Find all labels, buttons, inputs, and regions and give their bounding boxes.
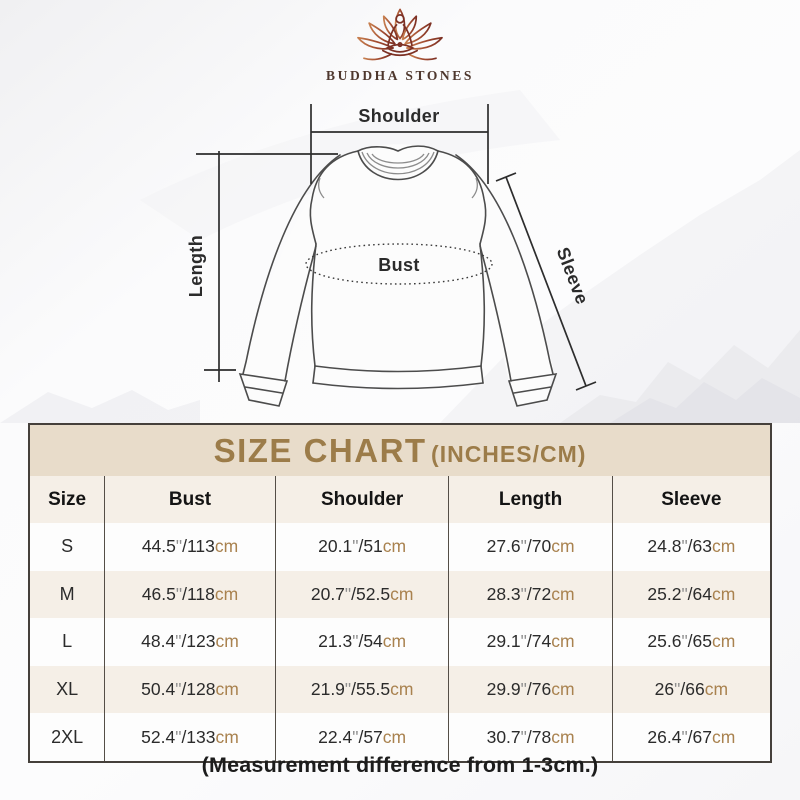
table-row: M 46.5"/118cm 20.7"/52.5cm 28.3"/72cm 25.2"/… (29, 570, 771, 619)
measurement-cell: 21.3"/54cm (274, 618, 449, 666)
size-cell: S (61, 536, 74, 557)
sweater-body-fill (244, 144, 553, 406)
table-row: L 48.4"/123cm 21.3"/54cm 29.1"/74cm 25.6"/65… (29, 618, 771, 666)
size-chart: SIZE CHART (INCHES/CM) Size Bust Shoulde… (28, 423, 772, 763)
table-header-row: Size Bust Shoulder Length Sleeve (29, 476, 771, 523)
size-cell: 2XL (51, 726, 84, 747)
measurement-cell: 48.4"/123cm (104, 618, 276, 666)
column-header-shoulder: Shoulder (274, 476, 449, 523)
size-cell: L (62, 631, 73, 652)
measurement-cell: 25.6"/65cm (611, 618, 771, 666)
table-row: S 44.5"/113cm 20.1"/51cm 27.6"/70cm 24.8"/63… (29, 523, 771, 571)
column-header-length: Length (448, 476, 613, 523)
length-label: Length (186, 235, 206, 297)
table-row: 2XL 52.4"/133cm 22.4"/57cm 30.7"/78cm 26.4"/… (29, 713, 771, 762)
measurement-cell: 26"/66cm (611, 665, 771, 714)
measurement-cell: 29.9"/76cm (448, 665, 613, 714)
size-chart-title-row: SIZE CHART (INCHES/CM) (29, 424, 771, 476)
column-header-sleeve: Sleeve (611, 476, 771, 523)
measurement-cell: 20.7"/52.5cm (274, 570, 449, 619)
shoulder-label: Shoulder (358, 106, 439, 126)
measurement-cell: 29.1"/74cm (448, 618, 613, 666)
measurement-cell: 46.5"/118cm (104, 570, 276, 619)
measurement-cell: 22.4"/57cm (274, 713, 449, 762)
sleeve-label: Sleeve (553, 245, 593, 308)
measurement-cell: 28.3"/72cm (448, 570, 613, 619)
measurement-cell: 52.4"/133cm (104, 713, 276, 762)
measurement-cell: 25.2"/64cm (611, 570, 771, 619)
column-header-size: Size (29, 476, 105, 523)
measurement-cell: 44.5"/113cm (104, 523, 276, 571)
measurement-cell: 24.8"/63cm (611, 523, 771, 571)
measurement-cell: 21.9"/55.5cm (274, 665, 449, 714)
measurement-cell: 27.6"/70cm (448, 523, 613, 571)
size-chart-title-text: SIZE CHART (213, 431, 427, 469)
size-chart-table: SIZE CHART (INCHES/CM) Size Bust Shoulde… (28, 423, 772, 763)
size-chart-title-suffix: (INCHES/CM) (431, 440, 587, 467)
measurement-cell: 30.7"/78cm (448, 713, 613, 762)
size-cell: M (59, 583, 75, 604)
lotus-meditation-icon (357, 8, 443, 61)
measurement-cell: 50.4"/128cm (104, 665, 276, 714)
measurement-note: (Measurement difference from 1-3cm.) (201, 753, 599, 777)
brand-logo: BUDDHA STONES (0, 6, 800, 84)
size-table-body: S 44.5"/113cm 20.1"/51cm 27.6"/70cm 24.8"/63… (29, 523, 771, 762)
brand-name: BUDDHA STONES (326, 68, 474, 83)
bust-ellipse (305, 243, 493, 285)
sweater-diagram: Shoulder Length Bust Sleeve (186, 104, 597, 407)
measurement-cell: 20.1"/51cm (274, 523, 449, 571)
size-chart-title: SIZE CHART (INCHES/CM) (29, 424, 771, 476)
table-row: XL 50.4"/128cm 21.9"/55.5cm 29.9"/76cm 26"/6… (29, 665, 771, 714)
size-cell: XL (56, 679, 79, 700)
bust-label: Bust (378, 255, 420, 275)
measurement-cell: 26.4"/67cm (611, 713, 771, 762)
column-header-bust: Bust (104, 476, 276, 523)
